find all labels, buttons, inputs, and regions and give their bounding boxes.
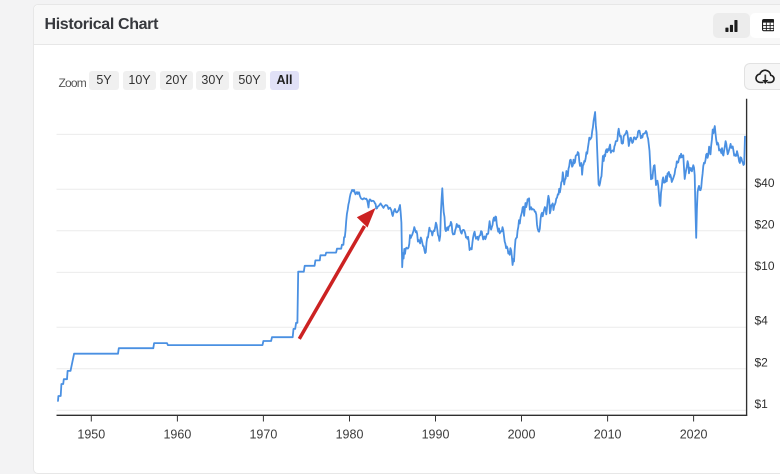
svg-text:$1: $1 (755, 397, 769, 411)
svg-text:1970: 1970 (249, 428, 277, 442)
svg-text:$10: $10 (755, 259, 775, 273)
svg-text:$40: $40 (755, 176, 775, 190)
svg-text:$4: $4 (755, 314, 769, 328)
svg-text:2020: 2020 (680, 428, 708, 442)
svg-text:1950: 1950 (77, 428, 105, 442)
svg-text:1960: 1960 (163, 428, 191, 442)
svg-text:2000: 2000 (508, 428, 536, 442)
svg-text:2010: 2010 (594, 428, 622, 442)
svg-text:1990: 1990 (422, 428, 450, 442)
svg-text:1980: 1980 (336, 428, 364, 442)
svg-text:$20: $20 (755, 217, 775, 231)
svg-text:$2: $2 (755, 355, 769, 369)
